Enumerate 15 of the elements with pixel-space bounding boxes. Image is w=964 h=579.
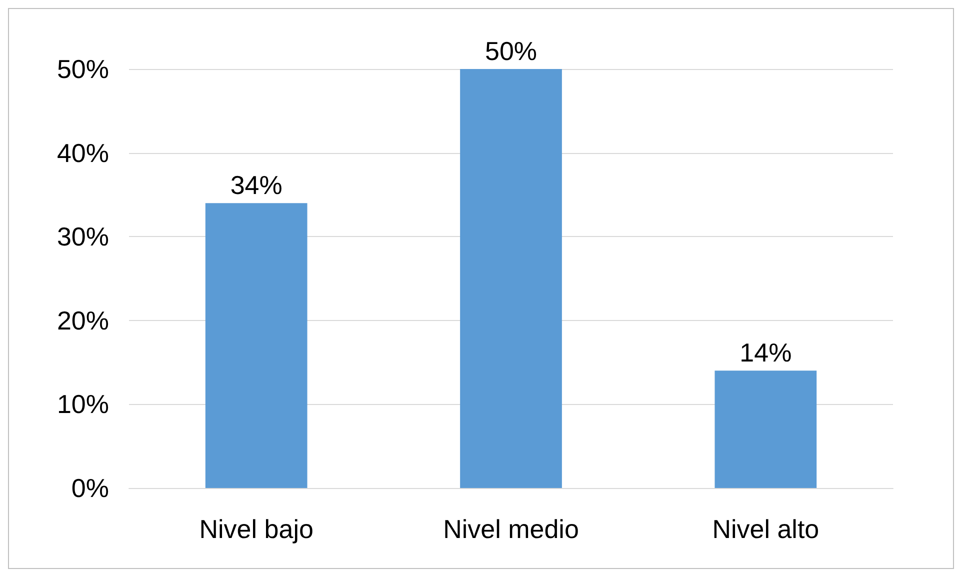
y-tick-label: 40% [56,138,109,168]
bar [714,370,817,488]
y-tick-label: 30% [56,222,109,252]
data-label: 14% [740,338,792,368]
x-tick-label: Nivel bajo [199,514,314,544]
bar [460,69,562,488]
y-tick-label: 20% [56,305,109,336]
data-label: 34% [230,170,282,200]
data-label: 50% [484,36,538,66]
bar [205,203,308,488]
y-tick-label: 10% [56,389,109,420]
y-tick-label: 50% [56,54,109,84]
x-tick-label: Nivel medio [443,514,579,544]
y-tick-label: 0% [71,473,109,503]
x-tick-label: Nivel alto [712,514,820,544]
